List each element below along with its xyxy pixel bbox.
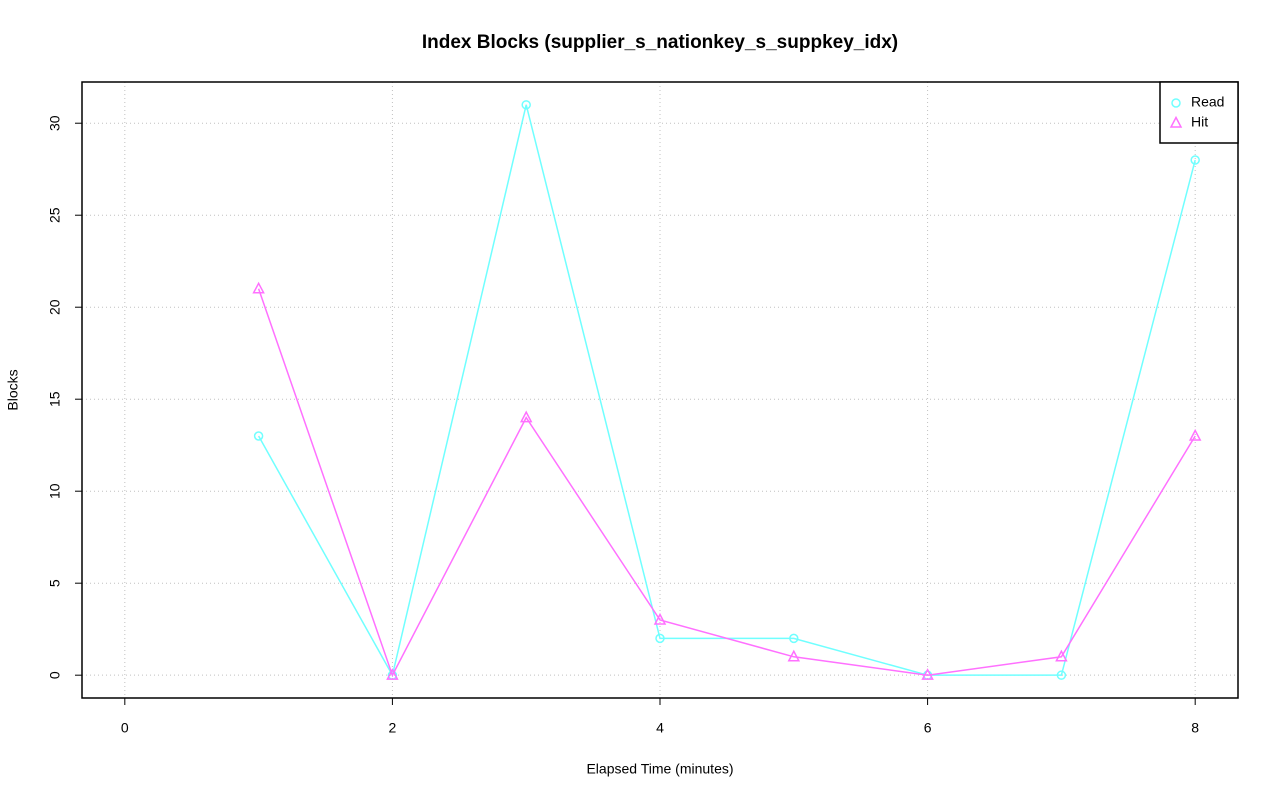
x-tick-label: 6 [924, 720, 932, 736]
point [386, 668, 399, 680]
plot-frame [81, 81, 1239, 699]
point [789, 633, 799, 644]
legend-label: Read [1191, 94, 1224, 110]
legend: Read Hit [1159, 81, 1239, 144]
point [1055, 649, 1068, 662]
y-tick-label: 20 [47, 299, 63, 315]
x-tick-label: 0 [121, 720, 129, 736]
chart-title: Index Blocks (supplier_s_nationkey_s_sup… [422, 32, 898, 53]
x-tick-label: 4 [656, 720, 664, 736]
point [1188, 428, 1202, 441]
series-line [257, 288, 1196, 678]
point [252, 281, 265, 294]
legend-marker [1169, 115, 1183, 128]
y-tick-label: 5 [47, 579, 63, 587]
point [519, 410, 533, 423]
series-line [257, 104, 1196, 678]
point [921, 668, 934, 680]
legend-marker [1171, 98, 1181, 108]
y-tick-label: 15 [47, 391, 63, 407]
point [655, 633, 665, 644]
x-tick-label: 2 [389, 720, 397, 736]
point [653, 612, 667, 625]
point [787, 649, 801, 662]
y-tick-label: 10 [47, 483, 63, 499]
y-tick-label: 30 [47, 115, 63, 131]
legend-label: Hit [1191, 114, 1208, 130]
point [1056, 670, 1067, 680]
point [253, 431, 264, 441]
x-tick-label: 8 [1191, 720, 1199, 736]
point [1190, 155, 1200, 165]
y-axis-label: Blocks [5, 369, 21, 410]
x-axis-label: Elapsed Time (minutes) [586, 761, 733, 777]
point [521, 100, 531, 110]
legend-box [1159, 81, 1239, 144]
y-tick-label: 0 [47, 671, 63, 679]
y-tick-label: 25 [47, 207, 63, 223]
